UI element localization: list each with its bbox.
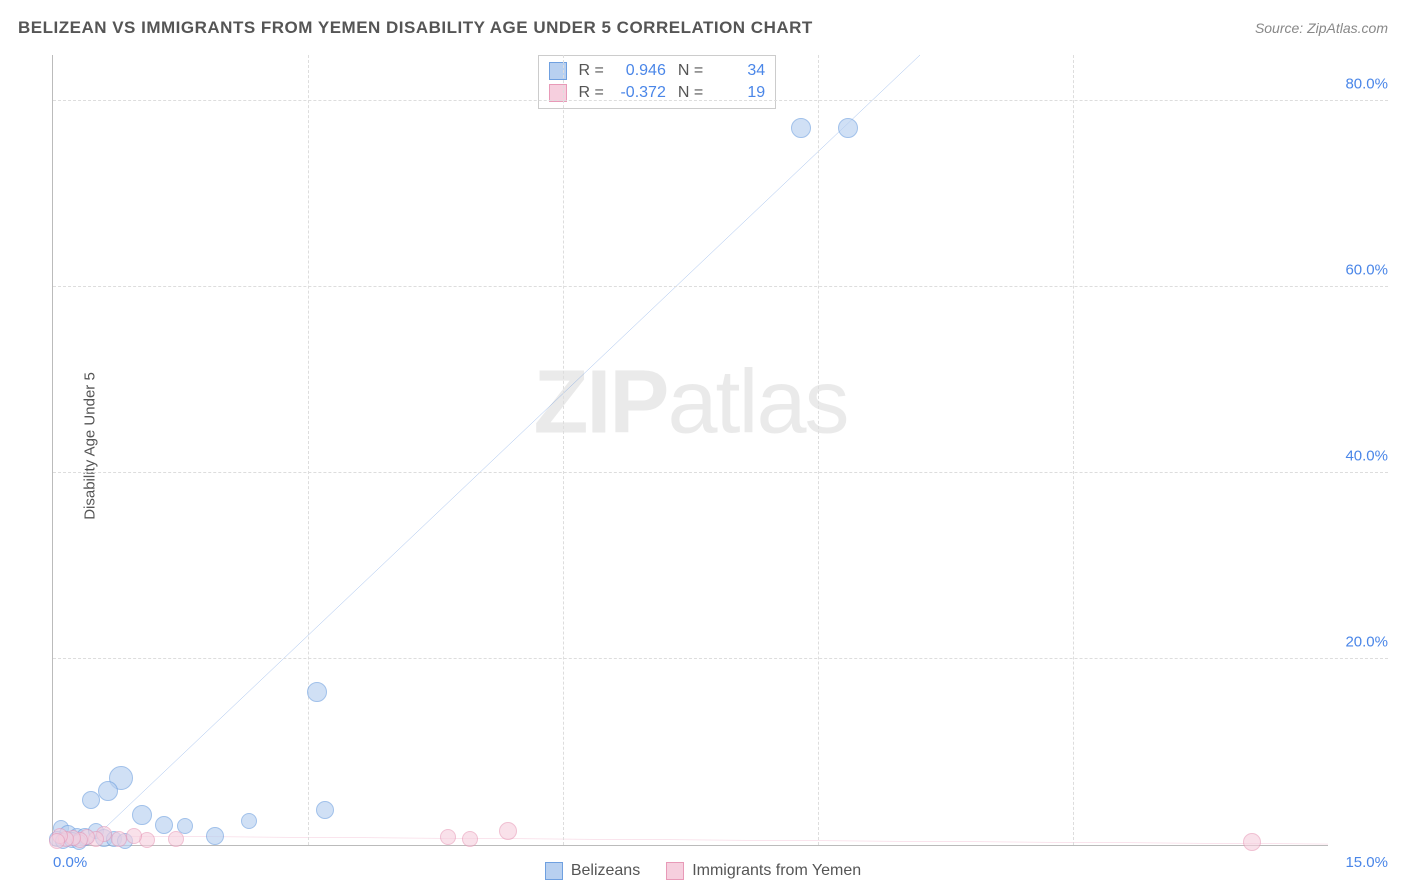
trend-lines-layer (53, 55, 1328, 845)
gridline-v (818, 55, 819, 845)
legend-swatch-2 (666, 862, 684, 880)
ytick-label: 80.0% (1333, 76, 1388, 93)
ytick-label: 20.0% (1333, 634, 1388, 651)
scatter-point-series-2 (440, 829, 456, 845)
scatter-point-series-1 (241, 813, 257, 829)
gridline-h (53, 286, 1388, 287)
stats-r-value-2: -0.372 (616, 84, 666, 102)
scatter-point-series-2 (111, 831, 127, 847)
stats-n-label: N = (678, 62, 703, 80)
legend-item-2: Immigrants from Yemen (666, 862, 861, 880)
scatter-point-series-1 (316, 801, 334, 819)
legend-item-1: Belizeans (545, 862, 640, 880)
scatter-point-series-1 (838, 118, 858, 138)
chart-source: Source: ZipAtlas.com (1255, 20, 1388, 36)
ytick-label: 60.0% (1333, 262, 1388, 279)
gridline-h (53, 472, 1388, 473)
legend-label-1: Belizeans (571, 862, 640, 880)
scatter-point-series-2 (126, 828, 142, 844)
scatter-point-series-1 (132, 805, 152, 825)
stats-r-value-1: 0.946 (616, 62, 666, 80)
legend-swatch-1 (545, 862, 563, 880)
gridline-h (53, 658, 1388, 659)
chart-header: BELIZEAN VS IMMIGRANTS FROM YEMEN DISABI… (18, 18, 1388, 38)
scatter-point-series-2 (1243, 833, 1261, 851)
stats-row-series-1: R = 0.946 N = 34 (549, 60, 766, 82)
watermark: ZIPatlas (533, 351, 847, 454)
scatter-point-series-1 (791, 118, 811, 138)
scatter-point-series-2 (168, 831, 184, 847)
stats-n-value-1: 34 (715, 62, 765, 80)
scatter-point-series-2 (499, 822, 517, 840)
stats-r-label: R = (579, 62, 604, 80)
scatter-point-series-1 (307, 682, 327, 702)
ytick-label: 40.0% (1333, 448, 1388, 465)
bottom-legend: Belizeans Immigrants from Yemen (0, 862, 1406, 880)
scatter-point-series-2 (462, 831, 478, 847)
chart-title: BELIZEAN VS IMMIGRANTS FROM YEMEN DISABI… (18, 18, 813, 38)
gridline-v (563, 55, 564, 845)
gridline-v (308, 55, 309, 845)
gridline-v (1073, 55, 1074, 845)
scatter-point-series-1 (206, 827, 224, 845)
gridline-h (53, 100, 1388, 101)
scatter-point-series-2 (49, 833, 65, 849)
legend-label-2: Immigrants from Yemen (692, 862, 861, 880)
scatter-point-series-1 (98, 781, 118, 801)
trend-line-series-1 (87, 55, 920, 845)
stats-n-label: N = (678, 84, 703, 102)
scatter-point-series-1 (82, 791, 100, 809)
chart-container: ZIPatlas R = 0.946 N = 34 R = -0.372 N =… (52, 55, 1388, 846)
scatter-point-series-1 (155, 816, 173, 834)
plot-area: ZIPatlas R = 0.946 N = 34 R = -0.372 N =… (52, 55, 1328, 846)
stats-n-value-2: 19 (715, 84, 765, 102)
stats-r-label: R = (579, 84, 604, 102)
trend-line-series-2 (53, 836, 1328, 844)
